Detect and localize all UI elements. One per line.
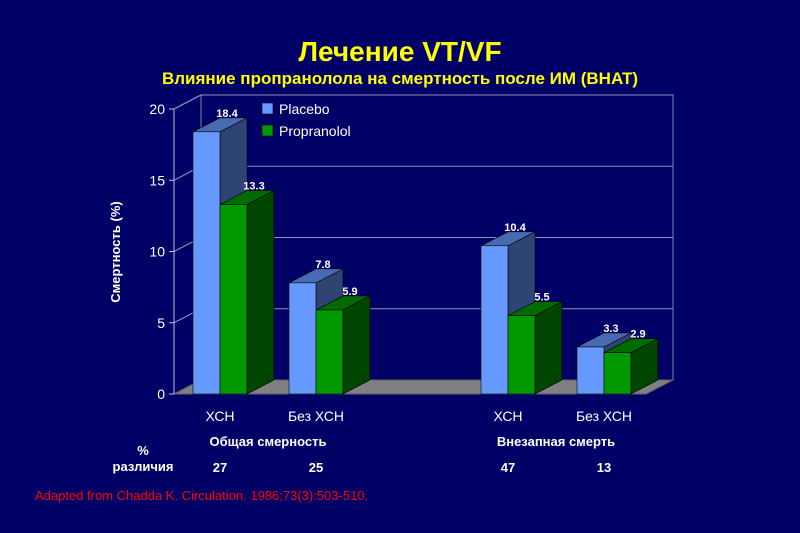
- legend-swatch-placebo: [261, 102, 274, 115]
- data-label: 18.4: [216, 108, 238, 120]
- y-tick-label: 20: [149, 101, 165, 117]
- data-label: 3.3: [603, 323, 618, 335]
- difference-value: 47: [501, 460, 515, 475]
- bar-propranolol: [603, 352, 632, 395]
- difference-label: различия: [113, 459, 174, 474]
- difference-value: 25: [309, 460, 323, 475]
- data-label: 7.8: [315, 259, 330, 271]
- data-label: 5.5: [534, 292, 549, 304]
- data-label: 13.3: [243, 180, 264, 192]
- bar-side-propranolol: [246, 189, 275, 395]
- chart-subtitle: Влияние пропранолола на смертность после…: [161, 69, 639, 88]
- y-axis-label: Смертность (%): [108, 201, 123, 302]
- legend-label-placebo: Placebo: [279, 101, 330, 117]
- group-label: Общая смерность: [210, 434, 327, 449]
- bar-placebo: [288, 282, 317, 395]
- bar-placebo: [576, 346, 605, 395]
- bar-propranolol: [315, 309, 344, 395]
- x-tick-label: ХСН: [205, 408, 234, 424]
- x-tick-label: ХСН: [493, 408, 522, 424]
- x-tick-label: Без ХСН: [288, 408, 344, 424]
- bar-side-propranolol: [342, 295, 371, 395]
- y-tick-label: 15: [149, 172, 165, 188]
- x-tick-label: Без ХСН: [576, 408, 632, 424]
- bar-propranolol: [507, 315, 536, 395]
- bar-propranolol: [219, 204, 248, 395]
- chart-title: Лечение VT/VF: [298, 36, 502, 67]
- difference-label-percent: %: [137, 443, 149, 458]
- data-label: 2.9: [630, 329, 645, 341]
- y-tick-label: 5: [157, 315, 165, 331]
- legend-label-propranolol: Propranolol: [279, 123, 351, 139]
- data-label: 10.4: [504, 222, 526, 234]
- bar-placebo: [192, 131, 221, 395]
- group-label: Внезапная смерть: [497, 434, 615, 449]
- y-tick-label: 10: [149, 244, 165, 260]
- legend-swatch-propranolol: [261, 124, 274, 137]
- difference-value: 13: [597, 460, 611, 475]
- data-label: 5.9: [342, 286, 357, 298]
- bar-placebo: [480, 245, 509, 395]
- bar-side-propranolol: [534, 301, 563, 395]
- difference-value: 27: [213, 460, 227, 475]
- gridline-side: [173, 94, 202, 110]
- source-citation: Adapted from Chadda K. Circulation. 1986…: [35, 488, 369, 503]
- y-tick-label: 0: [157, 386, 165, 402]
